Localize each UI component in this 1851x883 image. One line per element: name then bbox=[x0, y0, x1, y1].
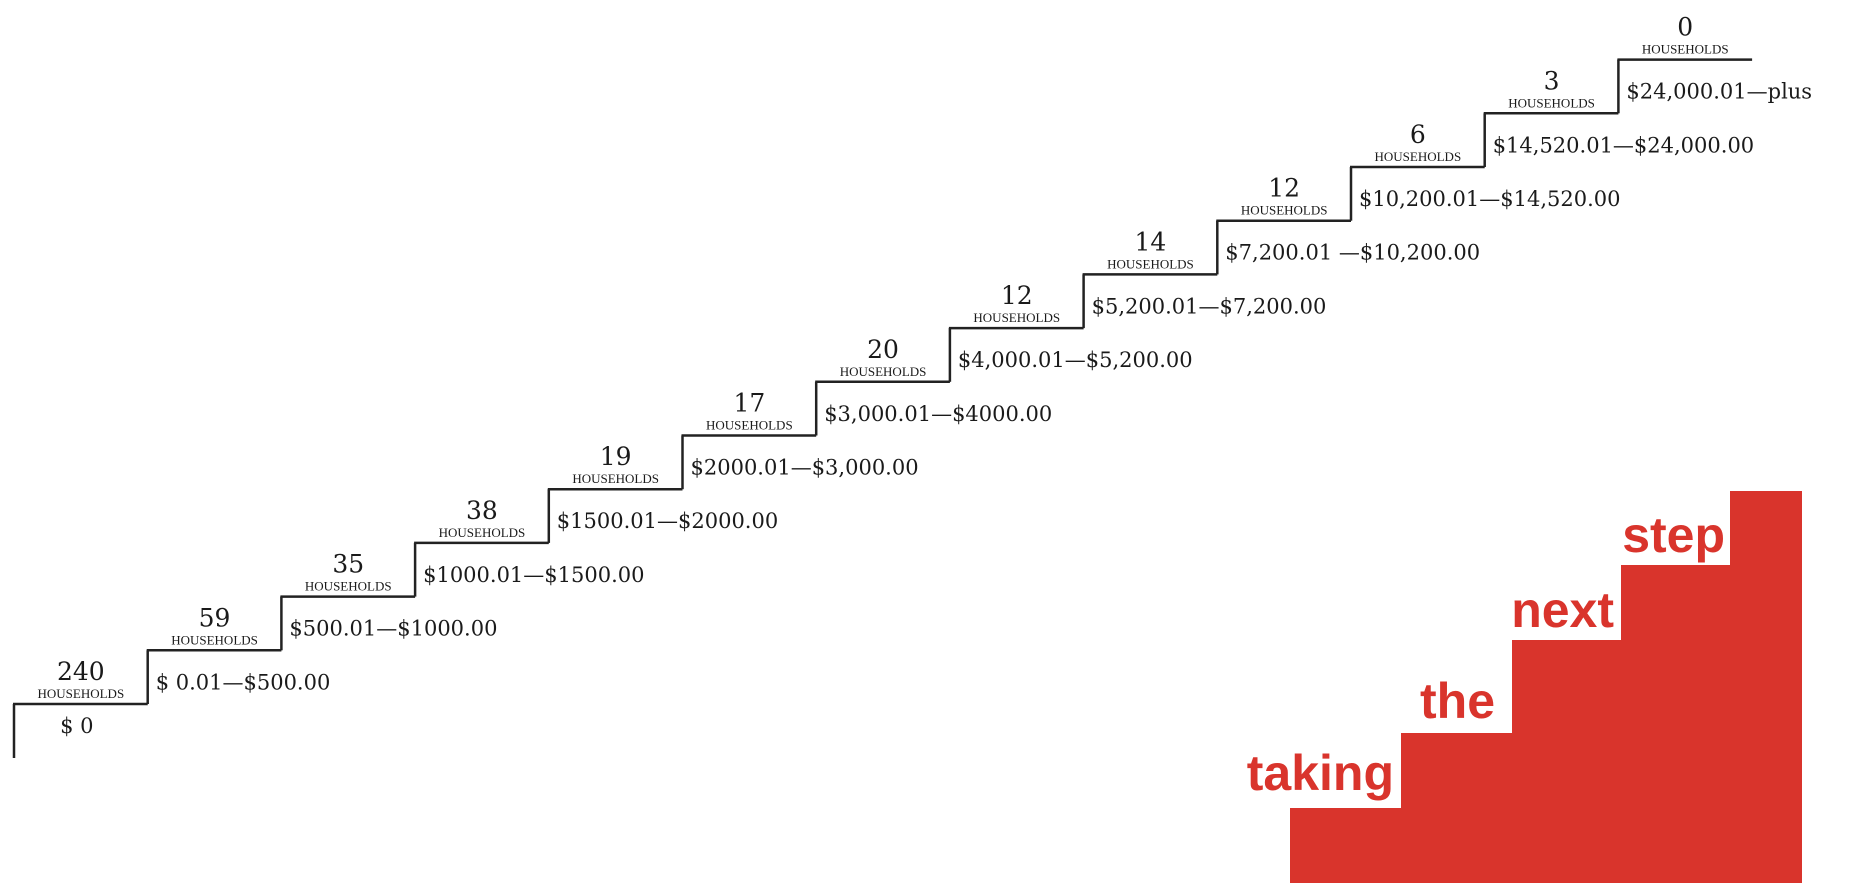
logo-word: next bbox=[1511, 582, 1614, 638]
household-unit: HOUSEHOLDS bbox=[171, 632, 258, 647]
income-range: $1000.01—$1500.00 bbox=[423, 563, 644, 587]
household-count: 38 bbox=[466, 496, 498, 525]
staircase-infographic: 240HOUSEHOLDS$ 059HOUSEHOLDS$ 0.01—$500.… bbox=[0, 0, 1851, 883]
household-count: 0 bbox=[1677, 13, 1693, 42]
household-count: 35 bbox=[332, 550, 364, 579]
logo-staircase bbox=[1290, 491, 1802, 883]
logo-word: the bbox=[1420, 673, 1495, 729]
household-count: 6 bbox=[1410, 120, 1426, 149]
household-unit: HOUSEHOLDS bbox=[706, 418, 793, 433]
household-unit: HOUSEHOLDS bbox=[38, 686, 125, 701]
income-range: $3,000.01—$4000.00 bbox=[824, 402, 1052, 426]
household-unit: HOUSEHOLDS bbox=[1508, 95, 1595, 110]
income-range: $14,520.01—$24,000.00 bbox=[1493, 133, 1754, 157]
logo-word: step bbox=[1622, 507, 1725, 563]
household-unit: HOUSEHOLDS bbox=[439, 525, 526, 540]
household-count: 59 bbox=[199, 603, 231, 632]
logo-word: taking bbox=[1247, 745, 1394, 801]
household-unit: HOUSEHOLDS bbox=[1642, 42, 1729, 57]
household-count: 20 bbox=[867, 335, 899, 364]
household-unit: HOUSEHOLDS bbox=[572, 471, 659, 486]
household-count: 12 bbox=[1001, 281, 1033, 310]
household-count: 14 bbox=[1135, 227, 1167, 256]
household-unit: HOUSEHOLDS bbox=[305, 579, 392, 594]
income-range: $5,200.01—$7,200.00 bbox=[1092, 294, 1327, 318]
income-range: $ 0 bbox=[60, 714, 93, 738]
household-count: 3 bbox=[1544, 66, 1560, 95]
household-count: 12 bbox=[1268, 174, 1300, 203]
household-count: 17 bbox=[733, 389, 765, 418]
household-unit: HOUSEHOLDS bbox=[1107, 256, 1194, 271]
income-range: $24,000.01—plus bbox=[1626, 80, 1812, 104]
income-range: $ 0.01—$500.00 bbox=[156, 670, 331, 694]
income-range: $500.01—$1000.00 bbox=[289, 617, 497, 641]
household-unit: HOUSEHOLDS bbox=[1375, 149, 1462, 164]
household-count: 240 bbox=[57, 657, 105, 686]
household-unit: HOUSEHOLDS bbox=[973, 310, 1060, 325]
household-count: 19 bbox=[600, 442, 632, 471]
income-range: $4,000.01—$5,200.00 bbox=[958, 348, 1193, 372]
income-range: $10,200.01—$14,520.00 bbox=[1359, 187, 1620, 211]
income-range: $2000.01—$3,000.00 bbox=[691, 456, 919, 480]
household-unit: HOUSEHOLDS bbox=[840, 364, 927, 379]
household-unit: HOUSEHOLDS bbox=[1241, 203, 1328, 218]
income-range: $7,200.01 —$10,200.00 bbox=[1225, 241, 1480, 265]
income-range: $1500.01—$2000.00 bbox=[557, 509, 778, 533]
